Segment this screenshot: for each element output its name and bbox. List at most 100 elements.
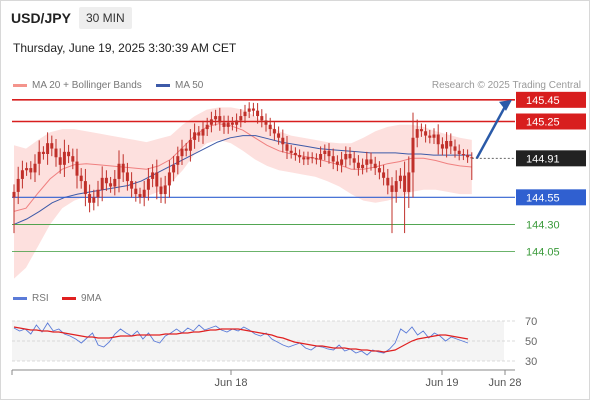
candle-body [243, 111, 247, 117]
candle-body [176, 156, 180, 165]
candle-body [100, 177, 104, 190]
candle-body [377, 168, 381, 173]
candle-body [201, 129, 205, 136]
candle-body [440, 144, 444, 149]
legend-bollinger: MA 20 + Bollinger Bands [13, 80, 142, 91]
candle-body [298, 155, 302, 158]
candle-body [125, 172, 129, 182]
candle-body [62, 151, 66, 165]
candle-body [415, 129, 419, 138]
candle-body [235, 120, 239, 125]
forecast-arrow-line [475, 104, 508, 159]
candle-body [138, 194, 142, 198]
candle-body [449, 141, 453, 147]
level-box-145.45 [516, 91, 586, 108]
candle-body [41, 151, 45, 154]
candle-body [121, 163, 125, 173]
candle-body [218, 116, 222, 123]
candle-body [58, 157, 62, 165]
candle-body [302, 157, 306, 160]
candle-body [92, 197, 96, 203]
rsi-tick-label: 70 [525, 316, 537, 328]
candle-body [432, 134, 436, 138]
candle-body [268, 124, 272, 130]
candle-body [180, 148, 184, 157]
rsi-ma-swatch [62, 296, 76, 300]
candle-body [390, 185, 394, 192]
candle-body [352, 158, 356, 163]
last-price-box [516, 150, 586, 167]
candle-body [356, 162, 360, 169]
candle-body [394, 181, 398, 192]
candle-body [436, 134, 440, 145]
candle-body [83, 181, 87, 195]
legend-rsi: RSI [13, 293, 49, 304]
candle-body [335, 161, 339, 165]
candle-body [331, 156, 335, 162]
x-tick-label: Jun 28 [488, 377, 521, 389]
candle-body [398, 175, 402, 182]
candle-body [163, 185, 167, 195]
timeframe-button[interactable]: 30 MIN [79, 7, 132, 29]
candle-body [277, 133, 281, 138]
candle-body [365, 159, 369, 165]
candle-body [54, 148, 58, 158]
candle-body [428, 135, 432, 138]
candle-body [146, 178, 150, 190]
candle-body [323, 150, 327, 154]
rsi-tick-label: 50 [525, 336, 537, 348]
candle-body [75, 161, 79, 176]
legend-rsi-label: RSI [32, 293, 49, 304]
candle-body [104, 177, 108, 184]
level-label-144.30: 144.30 [526, 219, 560, 231]
candle-body [159, 186, 163, 195]
candle-body [314, 158, 318, 160]
level-box-145.25 [516, 113, 586, 130]
symbol-title: USD/JPY [11, 10, 71, 26]
level-box-144.55 [516, 189, 586, 206]
rsi-ma-line [13, 326, 469, 353]
candle-body [466, 155, 470, 158]
candle-body [151, 172, 155, 179]
candle-body [230, 122, 234, 125]
candle-body [25, 168, 29, 171]
candle-body [193, 132, 197, 140]
candle-body [197, 132, 201, 136]
level-label-145.25: 145.25 [526, 117, 560, 129]
candle-body [33, 163, 37, 173]
ma50-swatch [156, 83, 170, 87]
level-label-145.45: 145.45 [526, 95, 560, 107]
candle-body [214, 116, 218, 120]
candle-body [16, 178, 20, 192]
candle-body [130, 181, 134, 189]
candle-body [12, 191, 16, 198]
candle-body [184, 148, 188, 151]
forecast-arrow-head [499, 99, 512, 111]
candle-body [251, 108, 255, 111]
candle-body [348, 154, 352, 159]
candle-body [373, 163, 377, 169]
candle-body [419, 129, 423, 132]
candle-body [71, 156, 75, 162]
candle-body [209, 119, 213, 125]
candle-body [29, 168, 33, 173]
candle-body [403, 175, 407, 192]
candle-body [172, 164, 176, 173]
candle-body [264, 120, 268, 125]
candle-body [205, 124, 209, 130]
candle-body [20, 170, 24, 179]
candle-body [293, 152, 297, 156]
candle-body [272, 129, 276, 134]
candle-body [109, 183, 113, 187]
bollinger-swatch [13, 83, 27, 87]
legend-bollinger-label: MA 20 + Bollinger Bands [32, 80, 142, 91]
candle-body [50, 143, 54, 149]
ma50-line [13, 135, 472, 225]
x-tick-label: Jun 18 [214, 377, 247, 389]
legend-rsi-ma-label: 9MA [81, 293, 102, 304]
candle-body [117, 163, 121, 179]
legend-ma50: MA 50 [156, 80, 203, 91]
candle-body [386, 177, 390, 186]
rsi-swatch [13, 296, 27, 300]
